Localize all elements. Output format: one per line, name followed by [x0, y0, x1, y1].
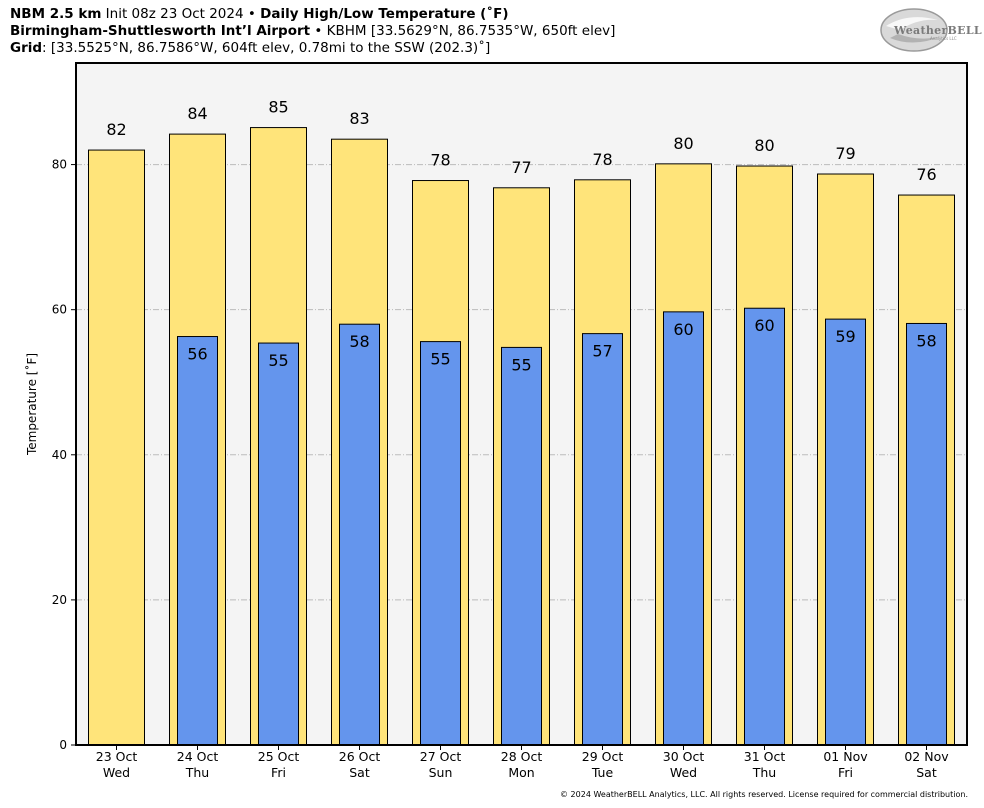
y-tick-label: 20 [52, 593, 67, 607]
low-temp-bar [744, 307, 785, 746]
x-tick-date: 28 Oct [501, 749, 543, 764]
model-name: NBM 2.5 km [10, 6, 102, 22]
x-tick-date: 27 Oct [420, 749, 462, 764]
high-temp-label: 78 [430, 151, 450, 170]
x-tick-weekday: Wed [103, 765, 130, 780]
x-tick-date: 23 Oct [96, 749, 138, 764]
x-tick-date: 02 Nov [904, 749, 949, 764]
copyright-footer: © 2024 WeatherBELL Analytics, LLC. All r… [560, 790, 968, 799]
y-axis-label: Temperature [˚F] [24, 353, 39, 456]
logo-wordmark: WeatherBELL [894, 24, 982, 37]
low-temp-bar [582, 333, 623, 746]
x-tick-date: 24 Oct [177, 749, 219, 764]
x-tick-weekday: Sat [349, 765, 370, 780]
init-time: Init 08z 23 Oct 2024 • [101, 6, 261, 22]
station-name: Birmingham-Shuttlesworth Int’l Airport [10, 23, 311, 39]
high-temp-label: 80 [673, 134, 693, 153]
high-temp-bar [88, 149, 145, 746]
high-temp-label: 77 [511, 158, 531, 177]
low-temp-bar [420, 341, 461, 746]
x-tick-weekday: Sat [916, 765, 937, 780]
low-temp-label: 59 [835, 327, 855, 346]
low-temp-bar [825, 318, 866, 746]
x-tick-weekday: Mon [508, 765, 534, 780]
x-tick-weekday: Fri [838, 765, 853, 780]
x-tick-date: 29 Oct [582, 749, 624, 764]
low-temp-bar [906, 322, 947, 746]
low-temp-bar [339, 323, 380, 746]
y-tick-label: 60 [52, 303, 67, 317]
high-temp-label: 83 [349, 109, 369, 128]
x-tick-weekday: Tue [591, 765, 614, 780]
y-tick-label: 40 [52, 448, 67, 462]
chart-header: NBM 2.5 km Init 08z 23 Oct 2024 • Daily … [10, 6, 615, 57]
high-temp-label: 82 [106, 120, 126, 139]
low-temp-label: 55 [430, 350, 450, 369]
logo-subtitle: Analytics LLC [930, 36, 957, 41]
station-info: • KBHM [33.5629°N, 86.7535°W, 650ft elev… [310, 23, 616, 39]
high-temp-label: 76 [916, 165, 936, 184]
low-temp-bar [177, 336, 218, 746]
y-tick-label: 0 [59, 738, 67, 752]
low-temp-bar [258, 342, 299, 746]
high-temp-label: 85 [268, 98, 288, 117]
x-tick-date: 26 Oct [339, 749, 381, 764]
x-tick-weekday: Thu [185, 765, 209, 780]
high-temp-label: 79 [835, 144, 855, 163]
low-temp-label: 58 [349, 332, 369, 351]
x-tick-weekday: Wed [670, 765, 697, 780]
grid-label: Grid [10, 40, 43, 56]
x-tick-date: 31 Oct [744, 749, 786, 764]
x-tick-date: 25 Oct [258, 749, 300, 764]
high-temp-label: 78 [592, 150, 612, 169]
x-tick-weekday: Sun [429, 765, 453, 780]
low-temp-label: 58 [916, 331, 936, 350]
x-tick-weekday: Thu [752, 765, 776, 780]
y-tick-label: 80 [52, 158, 67, 172]
low-temp-label: 60 [754, 316, 774, 335]
x-tick-date: 01 Nov [823, 749, 868, 764]
high-temp-label: 84 [187, 104, 207, 123]
high-temp-label: 80 [754, 136, 774, 155]
chart-title: Daily High/Low Temperature (˚F) [260, 6, 509, 22]
low-temp-label: 60 [673, 320, 693, 339]
low-temp-bar [663, 311, 704, 746]
header-line-1: NBM 2.5 km Init 08z 23 Oct 2024 • Daily … [10, 6, 615, 23]
low-temp-label: 57 [592, 342, 612, 361]
x-tick-weekday: Fri [271, 765, 286, 780]
low-temp-bar [501, 346, 542, 746]
x-tick-date: 30 Oct [663, 749, 705, 764]
low-temp-label: 56 [187, 345, 207, 364]
header-line-2: Birmingham-Shuttlesworth Int’l Airport •… [10, 23, 615, 40]
weatherbell-logo-icon [880, 8, 948, 52]
header-line-3: Grid: [33.5525°N, 86.7586°W, 604ft elev,… [10, 40, 615, 57]
low-temp-label: 55 [511, 355, 531, 374]
grid-info: : [33.5525°N, 86.7586°W, 604ft elev, 0.7… [42, 40, 491, 56]
low-temp-label: 55 [268, 351, 288, 370]
